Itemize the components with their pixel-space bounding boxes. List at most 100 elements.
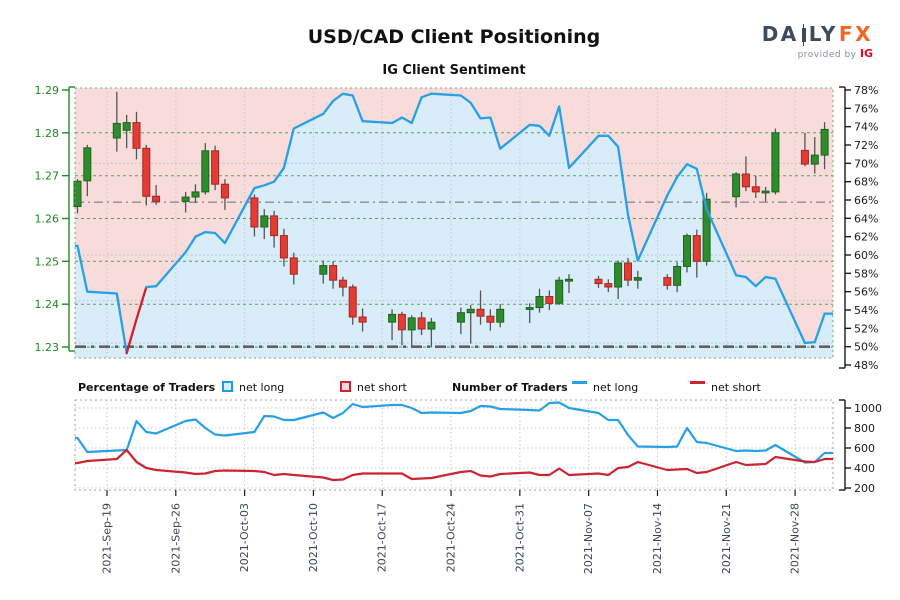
candle-2021-11-05 bbox=[565, 278, 573, 282]
svg-text:52%: 52% bbox=[854, 322, 878, 335]
svg-text:70%: 70% bbox=[854, 157, 878, 170]
percent-axis: 48% 50% 52% 54% 56% 58% 60% 62% 64% 66% 68% 70% 72% 7… bbox=[839, 84, 878, 372]
count-axis: 200 400 600 800 1000 bbox=[839, 399, 882, 495]
page-title: USD/CAD Client Positioning bbox=[307, 26, 601, 48]
logo-wordmark: DA LYFX bbox=[761, 22, 873, 46]
svg-text:72%: 72% bbox=[854, 139, 878, 152]
candle-2021-09-27 bbox=[181, 196, 190, 202]
candle-2021-11-10 bbox=[614, 262, 623, 288]
candle-2021-10-01 bbox=[220, 183, 229, 199]
candle-2021-10-12 bbox=[329, 265, 338, 281]
candlestick-series bbox=[73, 91, 829, 347]
date-tick-label: 2021-Nov-14 bbox=[651, 503, 664, 574]
candle-2021-10-05 bbox=[260, 215, 269, 228]
candle-2021-11-02 bbox=[535, 296, 544, 309]
legend: Percentage of Traders net long net short… bbox=[0, 377, 900, 399]
svg-text:50%: 50% bbox=[854, 341, 878, 354]
candle-2021-10-07 bbox=[279, 235, 288, 259]
candle-2021-11-09 bbox=[604, 283, 613, 288]
chart-subtitle: IG Client Sentiment bbox=[382, 63, 526, 78]
candle-2021-10-04 bbox=[250, 197, 259, 228]
candle-2021-10-11 bbox=[319, 265, 328, 275]
svg-text:60%: 60% bbox=[854, 249, 878, 262]
svg-text:800: 800 bbox=[854, 422, 875, 435]
candle-2021-11-03 bbox=[545, 296, 554, 304]
date-tick-label: 2021-Nov-07 bbox=[582, 503, 595, 574]
svg-text:58%: 58% bbox=[854, 267, 878, 280]
candle-2021-11-17 bbox=[683, 235, 691, 267]
date-tick-label: 2021-Nov-28 bbox=[789, 503, 802, 574]
candle-2021-09-30 bbox=[211, 150, 220, 185]
candle-2021-11-15 bbox=[663, 277, 672, 286]
date-tick-label: 2021-Sep-26 bbox=[169, 503, 182, 574]
candle-2021-10-14 bbox=[348, 286, 357, 318]
legend-pct-net-long-swatch bbox=[222, 381, 233, 392]
legend-pct-net-short-swatch bbox=[340, 381, 351, 392]
candle-2021-11-29 bbox=[800, 149, 809, 165]
candle-2021-09-23 bbox=[142, 147, 151, 197]
svg-text:56%: 56% bbox=[854, 286, 878, 299]
candle-2021-10-08 bbox=[289, 257, 298, 275]
legend-number-title: Number of Traders bbox=[452, 381, 568, 394]
logo-daily-right: LY bbox=[808, 22, 838, 46]
svg-text:1.25: 1.25 bbox=[35, 255, 60, 268]
candle-2021-10-21 bbox=[417, 317, 426, 330]
legend-pct-net-long-label: net long bbox=[239, 381, 285, 394]
legend-percentage-title: Percentage of Traders bbox=[78, 381, 216, 394]
candle-2021-11-04 bbox=[555, 279, 564, 304]
svg-text:64%: 64% bbox=[854, 212, 878, 225]
candle-2021-11-18 bbox=[692, 235, 701, 262]
svg-text:1.24: 1.24 bbox=[35, 298, 60, 311]
candle-2021-09-20 bbox=[112, 122, 121, 139]
net-long-majority-area bbox=[75, 93, 833, 358]
candle-2021-11-16 bbox=[673, 266, 682, 286]
candle-2021-12-01 bbox=[820, 128, 829, 156]
svg-text:54%: 54% bbox=[854, 304, 878, 317]
candle-2021-11-23 bbox=[741, 173, 750, 188]
date-tick-label: 2021-Oct-03 bbox=[238, 503, 251, 572]
date-axis-labels: 2021-Sep-19 2021-Sep-26 2021-Oct-03 2021-Oc… bbox=[101, 490, 802, 574]
candle-2021-11-12 bbox=[633, 277, 642, 281]
candle-2021-11-30 bbox=[810, 154, 819, 165]
svg-text:66%: 66% bbox=[854, 194, 878, 207]
candle-2021-11-01 bbox=[525, 307, 534, 310]
sentiment-net-long-line bbox=[75, 92, 833, 355]
candle-2021-09-16 bbox=[73, 180, 82, 207]
date-tick-label: 2021-Oct-10 bbox=[307, 503, 320, 572]
legend-count-net-long-swatch bbox=[572, 381, 587, 384]
svg-text:62%: 62% bbox=[854, 231, 878, 244]
candle-2021-09-21 bbox=[122, 122, 131, 131]
date-tick-label: 2021-Oct-17 bbox=[376, 503, 389, 572]
candle-2021-11-08 bbox=[594, 278, 603, 285]
candle-2021-10-26 bbox=[466, 308, 475, 314]
dailyfx-logo: DA LYFX provided by IG bbox=[762, 24, 873, 60]
candle-2021-09-29 bbox=[201, 150, 210, 193]
svg-text:200: 200 bbox=[854, 482, 875, 495]
logo-ig: IG bbox=[859, 47, 873, 60]
candle-2021-11-11 bbox=[624, 262, 632, 281]
net-short-majority-area bbox=[75, 88, 833, 354]
svg-text:1000: 1000 bbox=[854, 402, 882, 415]
svg-text:1.23: 1.23 bbox=[35, 341, 60, 354]
date-tick-label: 2021-Oct-24 bbox=[445, 503, 458, 572]
svg-text:1.27: 1.27 bbox=[35, 170, 60, 183]
candle-2021-10-13 bbox=[338, 279, 347, 288]
legend-pct-net-short-label: net short bbox=[357, 381, 407, 394]
candle-2021-10-22 bbox=[427, 321, 436, 330]
traders-count-series bbox=[75, 401, 833, 482]
logo-fx: FX bbox=[838, 22, 873, 46]
legend-count-net-short-swatch bbox=[690, 381, 705, 384]
main-plot-border bbox=[74, 87, 834, 359]
traders-plot-border bbox=[74, 399, 834, 491]
logo-provided-by: provided by IG bbox=[797, 47, 873, 60]
candle-2021-10-29 bbox=[496, 308, 505, 323]
logo-daily-left: DA bbox=[761, 22, 799, 46]
candle-2021-10-25 bbox=[456, 312, 465, 323]
date-tick-label: 2021-Sep-19 bbox=[101, 503, 114, 574]
candle-2021-11-19 bbox=[702, 198, 711, 262]
candle-2021-11-24 bbox=[751, 186, 760, 193]
net-long-count-line bbox=[75, 401, 833, 464]
candle-2021-10-06 bbox=[270, 215, 279, 237]
date-tick-label: 2021-Nov-21 bbox=[720, 503, 733, 574]
